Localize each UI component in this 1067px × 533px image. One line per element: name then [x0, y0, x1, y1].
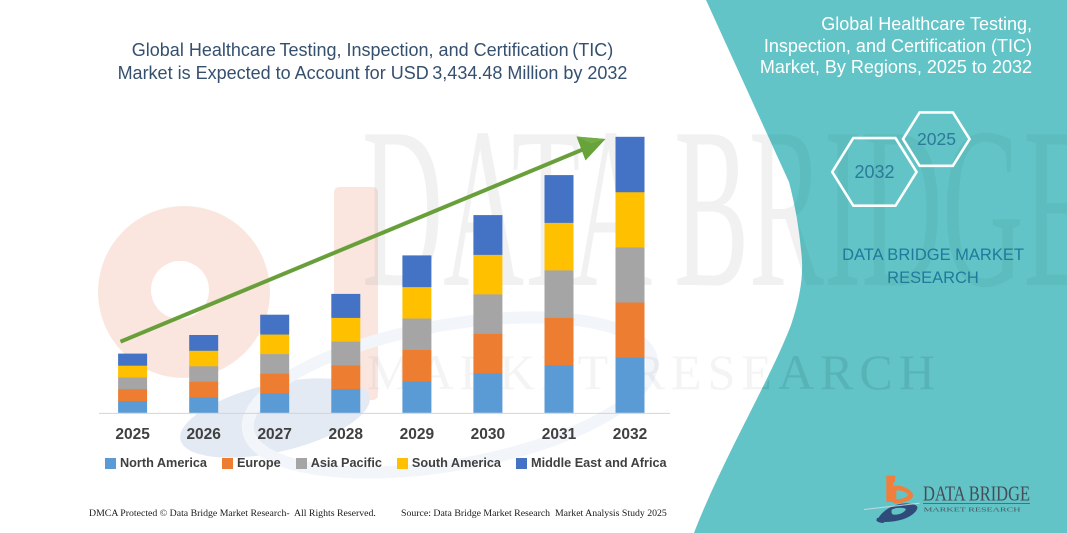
svg-text:DATA BRIDGE: DATA BRIDGE [923, 482, 1030, 506]
svg-text:MARKET RESEARCH: MARKET RESEARCH [924, 507, 1022, 514]
